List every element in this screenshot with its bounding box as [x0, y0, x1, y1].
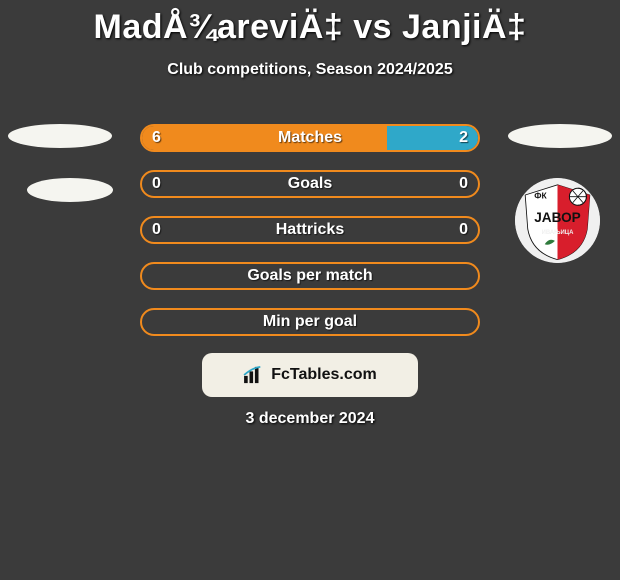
stat-row: Min per goal	[140, 308, 480, 336]
stat-value-right: 2	[459, 124, 468, 152]
stat-value-left: 0	[152, 170, 161, 198]
javor-badge-icon: ФК ЈАВОР ИВАЊИЦА	[515, 178, 600, 263]
stat-row: Goals0 0	[140, 170, 480, 198]
player-left-avatar	[8, 124, 112, 148]
stat-row: Goals per match	[140, 262, 480, 290]
stat-label: Min per goal	[140, 308, 480, 336]
club-right-badge: ФК ЈАВОР ИВАЊИЦА	[515, 178, 600, 263]
stat-value-right: 0	[459, 170, 468, 198]
stat-value-right: 0	[459, 216, 468, 244]
stat-value-left: 0	[152, 216, 161, 244]
site-badge[interactable]: FcTables.com	[202, 353, 418, 397]
stats-panel: Matches62Goals00Hattricks00Goals per mat…	[140, 124, 480, 354]
stat-row: Hattricks0 0	[140, 216, 480, 244]
stat-label: Goals per match	[140, 262, 480, 290]
stat-label: Hattricks	[140, 216, 480, 244]
svg-text:ФК: ФК	[534, 190, 547, 200]
svg-text:ИВАЊИЦА: ИВАЊИЦА	[542, 230, 574, 236]
stat-label: Goals	[140, 170, 480, 198]
player-right-avatar	[508, 124, 612, 148]
page-subtitle: Club competitions, Season 2024/2025	[0, 61, 620, 79]
generated-date: 3 december 2024	[0, 410, 620, 428]
club-left-placeholder	[27, 178, 113, 202]
stat-value-left: 6	[152, 124, 161, 152]
site-badge-label: FcTables.com	[271, 366, 377, 384]
page-title: MadÅ¾areviÄ‡ vs JanjiÄ‡	[0, 0, 620, 47]
bars-icon	[243, 366, 265, 384]
stat-row: Matches6 2	[140, 124, 480, 152]
svg-text:ЈАВОР: ЈАВОР	[534, 210, 581, 225]
stat-label: Matches	[140, 124, 480, 152]
